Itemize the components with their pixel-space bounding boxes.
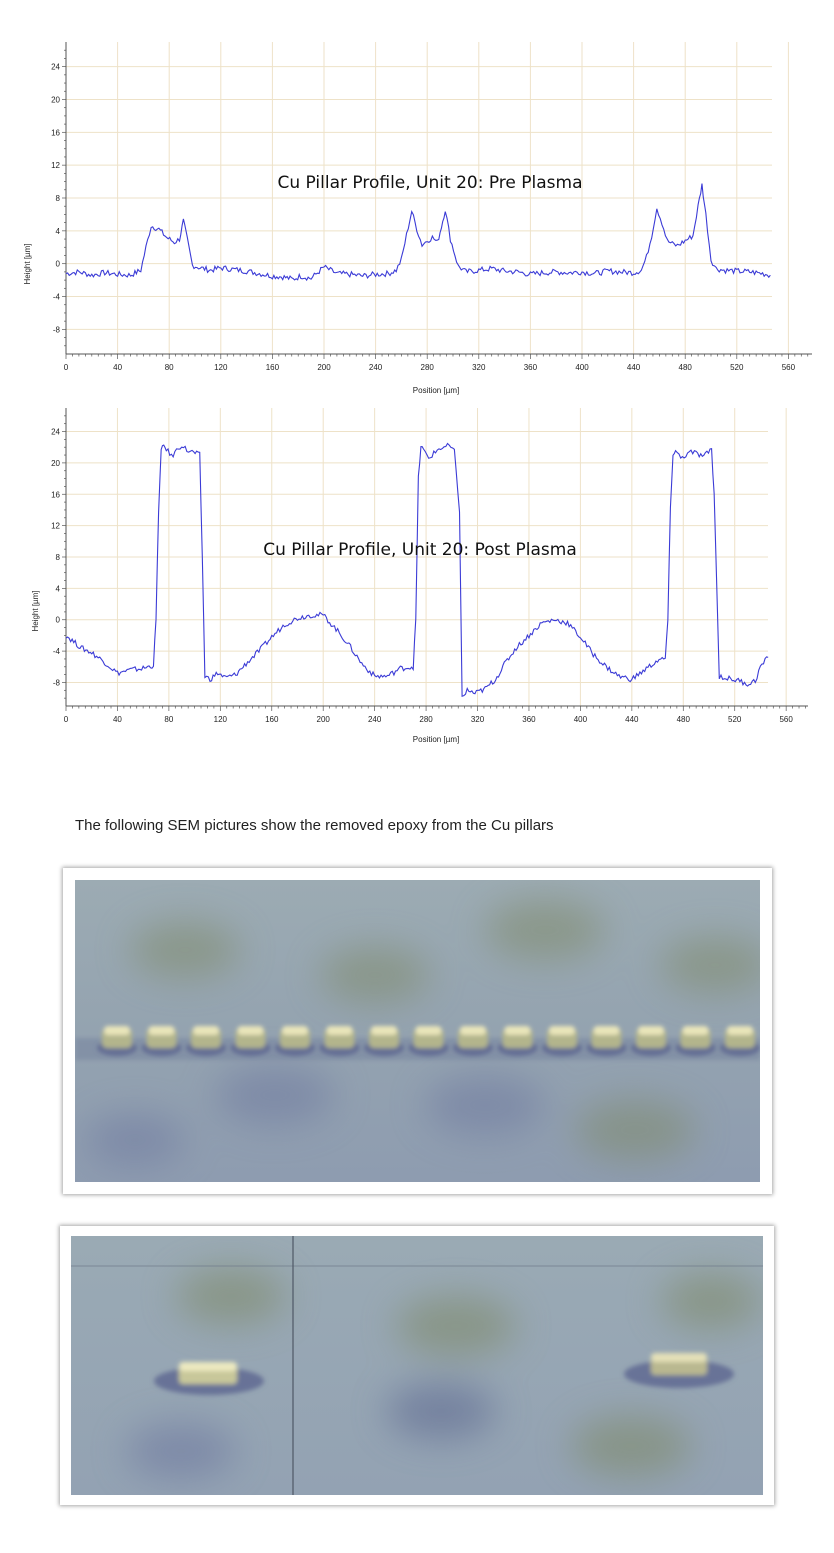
x-tick-label: 0 <box>64 363 69 372</box>
y-axis-label: Height [µm] <box>23 243 32 284</box>
y-tick-label: 12 <box>51 522 60 531</box>
axes <box>62 408 808 711</box>
x-tick-label: 120 <box>214 363 228 372</box>
y-tick-label: 24 <box>51 63 60 72</box>
x-axis-label: Position [µm] <box>413 386 459 395</box>
x-tick-label: 560 <box>782 363 796 372</box>
sem-image-2 <box>71 1236 763 1495</box>
x-tick-label: 80 <box>165 363 174 372</box>
y-axis-label: Height [µm] <box>31 590 40 631</box>
y-tick-label: -8 <box>53 678 61 687</box>
axes <box>62 42 812 359</box>
y-tick-label: -4 <box>53 293 61 302</box>
x-tick-label: 200 <box>317 715 331 724</box>
x-tick-label: 520 <box>730 363 744 372</box>
y-tick-labels: 24 20 16 12 8 4 0 -4 -8 <box>51 428 60 688</box>
x-tick-label: 320 <box>471 715 485 724</box>
x-tick-label: 120 <box>214 715 228 724</box>
y-tick-label: -4 <box>53 647 61 656</box>
x-axis-label: Position [µm] <box>413 735 459 744</box>
y-tick-label: 24 <box>51 428 60 437</box>
y-tick-label: 0 <box>56 616 61 625</box>
y-tick-label: 16 <box>51 128 60 137</box>
y-tick-label: 4 <box>56 584 61 593</box>
sem-photo-pillar-row <box>63 868 772 1194</box>
y-tick-label: -8 <box>53 325 61 334</box>
x-tick-label: 360 <box>524 363 538 372</box>
grid <box>66 42 789 354</box>
x-tick-label: 440 <box>625 715 639 724</box>
x-tick-label: 480 <box>679 363 693 372</box>
chart-title: Cu Pillar Profile, Unit 20: Post Plasma <box>263 540 577 560</box>
y-tick-label: 16 <box>51 490 60 499</box>
x-tick-label: 200 <box>317 363 331 372</box>
y-tick-label: 20 <box>51 459 60 468</box>
sem-photo-single-pillars <box>60 1226 774 1505</box>
profile-line <box>65 442 769 698</box>
profile-line <box>65 183 771 282</box>
x-tick-label: 480 <box>677 715 691 724</box>
x-tick-label: 520 <box>728 715 742 724</box>
x-tick-label: 240 <box>368 715 382 724</box>
x-tick-labels: 0 40 80 120 160 200 240 280 320 360 400 440 480 520 56… <box>64 715 794 724</box>
y-tick-label: 12 <box>51 161 60 170</box>
x-tick-label: 240 <box>369 363 383 372</box>
chart-title: Cu Pillar Profile, Unit 20: Pre Plasma <box>277 173 582 193</box>
x-tick-label: 440 <box>627 363 641 372</box>
x-tick-label: 0 <box>64 715 69 724</box>
x-tick-label: 320 <box>472 363 486 372</box>
x-tick-label: 160 <box>265 715 279 724</box>
y-tick-label: 8 <box>56 553 61 562</box>
x-tick-label: 400 <box>575 363 589 372</box>
x-tick-label: 40 <box>113 715 122 724</box>
x-tick-label: 280 <box>421 363 435 372</box>
x-tick-label: 400 <box>574 715 588 724</box>
x-tick-label: 280 <box>419 715 433 724</box>
y-tick-labels: 24 20 16 12 8 4 0 -4 -8 <box>51 63 60 335</box>
x-tick-labels: 0 40 80 120 160 200 240 280 320 360 400 440 480 520 56… <box>64 363 796 372</box>
y-tick-label: 20 <box>51 95 60 104</box>
x-tick-label: 80 <box>164 715 173 724</box>
y-tick-label: 8 <box>56 194 61 203</box>
y-tick-label: 0 <box>56 260 61 269</box>
sem-image-1 <box>75 880 760 1182</box>
x-tick-label: 360 <box>522 715 536 724</box>
y-tick-label: 4 <box>56 227 61 236</box>
sem-caption: The following SEM pictures show the remo… <box>75 817 554 834</box>
x-tick-label: 40 <box>113 363 122 372</box>
x-tick-label: 160 <box>266 363 280 372</box>
x-tick-label: 560 <box>779 715 793 724</box>
